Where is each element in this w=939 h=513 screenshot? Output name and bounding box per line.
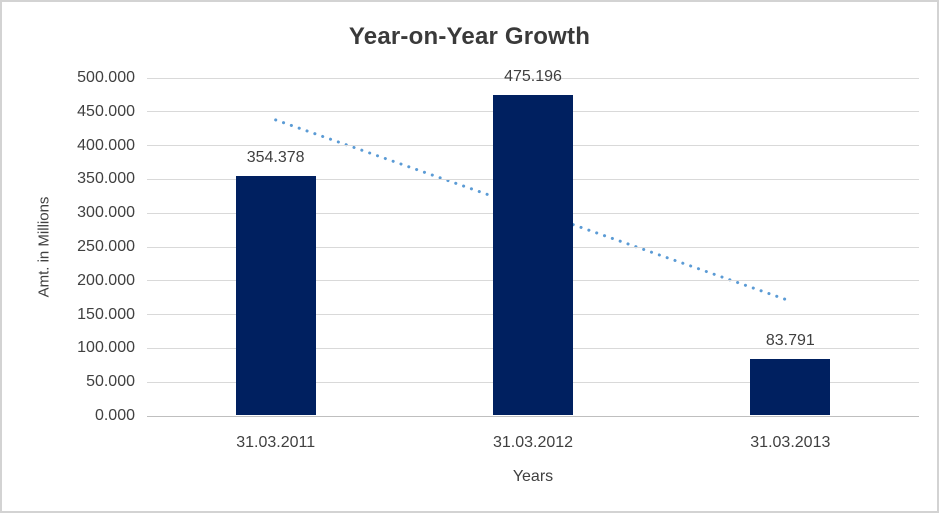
y-tick-label: 300.000	[77, 204, 135, 222]
bar-value-label: 475.196	[504, 67, 562, 85]
y-tick-label: 150.000	[77, 305, 135, 323]
x-category-label: 31.03.2012	[492, 434, 574, 451]
y-tick-label: 50.000	[86, 373, 135, 391]
bar	[750, 359, 831, 415]
chart-title: Year-on-Year Growth	[348, 23, 591, 50]
y-tick-label: 450.000	[77, 102, 135, 120]
x-axis-title: Years	[512, 468, 554, 485]
y-tick-label: 0.000	[94, 407, 135, 424]
y-tick-label: 100.000	[77, 339, 135, 357]
x-category-label: 31.03.2013	[750, 434, 831, 451]
y-tick-label: 350.000	[77, 170, 135, 188]
gridline	[147, 77, 919, 79]
bar-value-label: 354.378	[246, 149, 305, 167]
x-category-label: 31.03.2011	[236, 434, 316, 451]
y-tick-label: 200.000	[77, 271, 135, 289]
bar	[493, 94, 573, 415]
y-tick-label: 500.000	[77, 69, 135, 86]
x-axis-line	[147, 415, 919, 417]
bar	[235, 176, 316, 415]
y-tick-label: 400.000	[77, 136, 135, 154]
y-tick-label: 250.000	[77, 238, 135, 255]
plot-area	[147, 77, 919, 417]
bar-value-label: 83.791	[765, 332, 815, 350]
